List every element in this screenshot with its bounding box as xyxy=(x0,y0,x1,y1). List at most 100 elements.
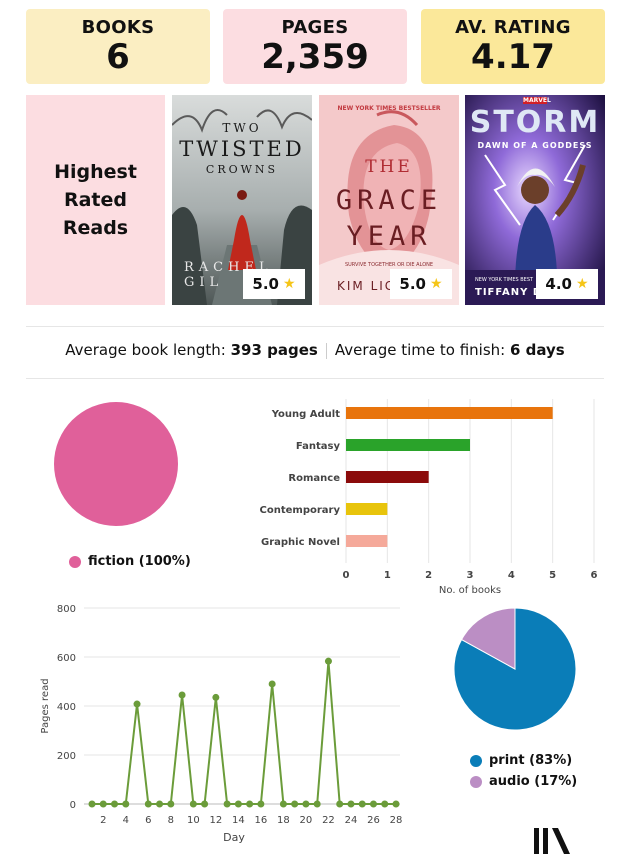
x-tick-label: 2 xyxy=(100,815,106,826)
books-stat-label: BOOKS xyxy=(81,17,155,38)
highest-rated-panel: Highest Rated Reads xyxy=(26,95,165,305)
rating-stat-label: AV. RATING xyxy=(455,17,571,38)
rating-value-2: 5.0 xyxy=(399,275,426,293)
x-axis-label: Day xyxy=(223,831,245,844)
x-tick-label: 0 xyxy=(343,570,350,581)
category-label: Young Adult xyxy=(271,409,341,420)
x-tick-label: 4 xyxy=(123,815,129,826)
x-tick-label: 8 xyxy=(168,815,174,826)
x-tick-label: 12 xyxy=(209,815,222,826)
genre-bar-chart: 0 1 2 3 4 5 6 Young Adult Fantasy Romance Contempo… xyxy=(260,399,598,596)
x-tick-label: 4 xyxy=(508,570,515,581)
x-tick-label: 2 xyxy=(425,570,432,581)
cover-3-author: TIFFANY D. xyxy=(475,287,547,298)
avg-length-value: 393 pages xyxy=(230,341,318,359)
x-tick-label: 10 xyxy=(187,815,200,826)
data-point xyxy=(88,800,96,808)
y-tick-label: 400 xyxy=(57,702,76,713)
cover-3-publisher: MARVEL xyxy=(523,97,551,104)
averages-row: Average book length: 393 pages Average ti… xyxy=(26,341,604,359)
cover-2-tagline: NEW YORK TIMES BESTSELLER xyxy=(337,105,441,112)
avg-length-label: Average book length: xyxy=(65,341,231,359)
genre-legend-item: fiction (100%) xyxy=(69,554,191,569)
divider-top xyxy=(26,326,604,327)
x-tick-label: 1 xyxy=(384,570,391,581)
category-label: Graphic Novel xyxy=(261,537,340,548)
avg-time-label: Average time to finish: xyxy=(334,341,510,359)
x-tick-label: 20 xyxy=(300,815,313,826)
cover-2-title-line-3: YEAR xyxy=(346,221,432,252)
star-icon: ★ xyxy=(576,276,589,292)
averages-separator xyxy=(325,342,327,359)
pages-read-line xyxy=(92,661,396,805)
rating-badge-1: 5.0 ★ xyxy=(243,269,305,299)
rating-stat-card: AV. RATING 4.17 xyxy=(421,9,605,84)
x-tick-label: 5 xyxy=(549,570,556,581)
logo-icon xyxy=(534,828,570,854)
x-tick-label: 26 xyxy=(367,815,380,826)
highest-rated-title: Highest Rated Reads xyxy=(54,161,137,239)
y-tick-label: 0 xyxy=(70,800,76,811)
divider-bottom xyxy=(26,378,604,379)
data-point xyxy=(156,800,164,808)
cover-1-title-line-2: TWISTED xyxy=(179,137,305,161)
data-point xyxy=(358,800,366,808)
cover-3-title: STORM xyxy=(469,105,601,140)
cover-1-title-line-3: CROWNS xyxy=(205,163,279,176)
books-stat-value: 6 xyxy=(106,37,130,77)
cover-3-subtitle: DAWN OF A GODDESS xyxy=(477,141,593,150)
book-cover-2[interactable]: NEW YORK TIMES BESTSELLER THE GRACE YEAR… xyxy=(319,95,459,305)
avg-time-value: 6 days xyxy=(509,341,565,359)
x-tick-label: 6 xyxy=(145,815,151,826)
x-tick-label: 6 xyxy=(591,570,598,581)
data-point xyxy=(144,800,152,808)
data-point xyxy=(381,800,389,808)
genre-pie-chart xyxy=(54,402,178,526)
x-tick-label: 24 xyxy=(345,815,358,826)
books-stat-card: BOOKS 6 xyxy=(26,9,210,84)
y-tick-label: 600 xyxy=(57,653,76,664)
data-point xyxy=(167,800,175,808)
data-point xyxy=(212,693,220,701)
data-point xyxy=(279,800,287,808)
audio-legend-label: audio (17%) xyxy=(489,774,578,789)
cover-2-title-line-1: THE xyxy=(365,157,413,177)
y-tick-label: 800 xyxy=(57,604,76,615)
category-label: Contemporary xyxy=(260,505,341,516)
data-point xyxy=(313,800,321,808)
x-tick-label: 3 xyxy=(467,570,474,581)
cover-2-title-line-2: GRACE xyxy=(335,185,443,216)
bar-graphic-novel xyxy=(346,535,388,547)
cover-2-author: KIM LIG xyxy=(337,279,397,293)
cover-1-art xyxy=(172,95,312,305)
rating-badge-2: 5.0 ★ xyxy=(390,269,452,299)
data-point xyxy=(257,800,265,808)
book-cover-1[interactable]: TWO TWISTED CROWNS RACHEL GIL 5.0 ★ xyxy=(172,95,312,305)
bar-fantasy xyxy=(346,439,470,451)
data-point xyxy=(122,800,130,808)
cover-1-title-line-1: TWO xyxy=(222,121,262,135)
star-icon: ★ xyxy=(283,276,296,292)
genre-legend-label: fiction (100%) xyxy=(88,554,191,569)
pages-stat-card: PAGES 2,359 xyxy=(223,9,407,84)
book-cover-3[interactable]: MARVEL STORM DAWN OF A GODDESS NEW YORK … xyxy=(465,95,605,305)
data-point xyxy=(268,680,276,688)
data-point xyxy=(189,800,197,808)
rating-stat-value: 4.17 xyxy=(471,37,555,77)
rating-badge-3: 4.0 ★ xyxy=(536,269,598,299)
bar-contemporary xyxy=(346,503,388,515)
pages-stat-label: PAGES xyxy=(281,17,349,38)
data-point xyxy=(99,800,107,808)
y-tick-label: 200 xyxy=(57,751,76,762)
bar-young-adult xyxy=(346,407,553,419)
genre-legend-dot xyxy=(69,555,81,568)
format-legend-print: print (83%) xyxy=(470,753,572,768)
data-point xyxy=(133,700,141,708)
data-point xyxy=(223,800,231,808)
category-label: Fantasy xyxy=(296,441,341,452)
audio-legend-dot xyxy=(470,775,482,788)
x-tick-label: 22 xyxy=(322,815,335,826)
cover-3-tagline: NEW YORK TIMES BEST xyxy=(475,277,534,283)
pie-slice-fiction xyxy=(54,402,178,526)
